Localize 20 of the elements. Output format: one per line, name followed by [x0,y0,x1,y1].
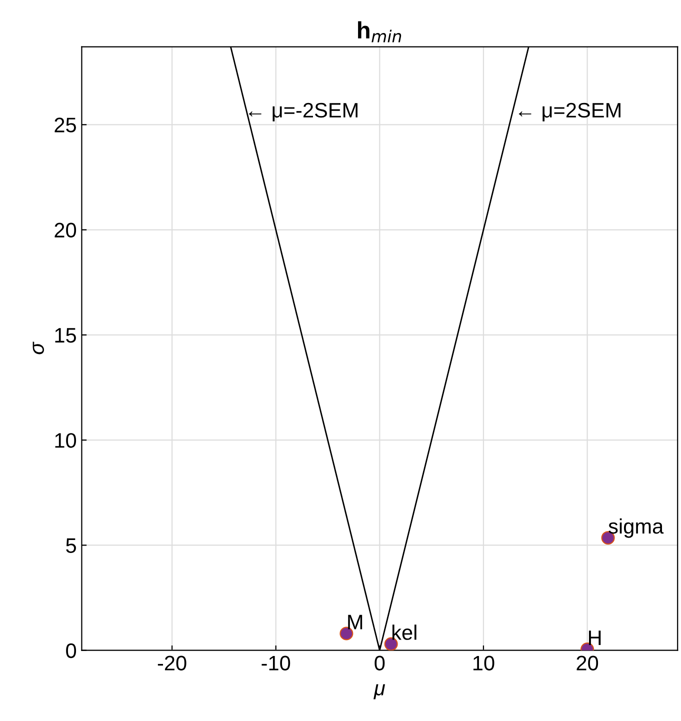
x-tick-label: 10 [473,656,494,671]
y-tick-label: 5 [66,538,76,553]
annotation: sigma [608,518,664,538]
annotation: ← μ=2SEM [518,102,620,122]
x-tick-label: 20 [576,656,598,671]
annotation: H [588,630,601,645]
x-axis-title: μ [374,684,386,700]
y-tick-label: 25 [54,118,76,132]
x-tick-label: -10 [262,656,290,671]
x-tick-label: -20 [158,656,186,671]
y-tick-label: 10 [55,433,76,448]
annotation: ← μ=-2SEM [248,102,358,122]
annotation: kel [392,624,416,640]
chart-title: h$_{min}$ [358,21,402,42]
annotation: M [348,614,362,630]
x-tick-label: 0 [374,656,385,671]
y-tick-label: 15 [55,328,76,343]
y-axis-title: σ [32,342,44,354]
y-tick-label: 0 [66,643,76,658]
y-tick-label: 20 [54,222,76,238]
